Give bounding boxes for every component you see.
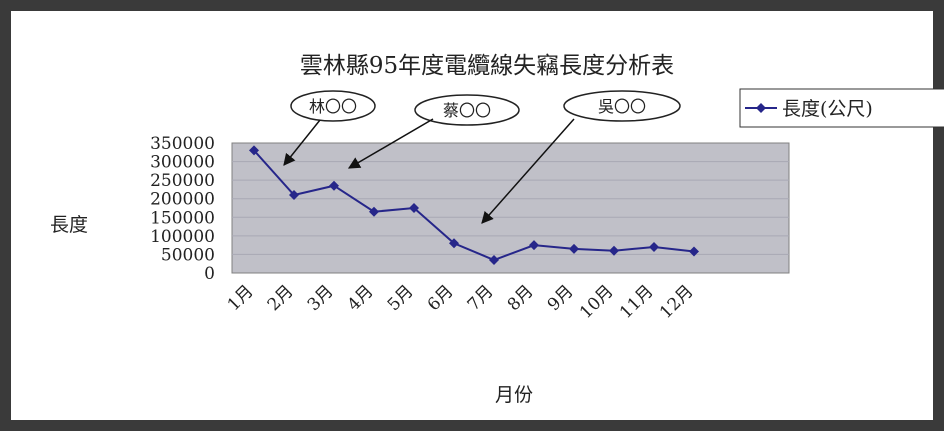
- x-tick-label: 10月: [576, 281, 617, 322]
- data-point: [609, 245, 619, 256]
- annotation-label: 吳〇〇: [598, 97, 646, 116]
- series-group: [249, 145, 699, 265]
- chart-title: 雲林縣95年度電纜線失竊長度分析表: [300, 53, 674, 79]
- x-tick-label: 9月: [544, 281, 578, 315]
- legend-marker: [756, 103, 766, 113]
- data-point: [249, 145, 259, 156]
- data-point: [529, 240, 539, 251]
- x-tick-label: 6月: [424, 281, 458, 315]
- line-chart: 雲林縣95年度電纜線失竊長度分析表 3500003000002500002000…: [50, 53, 944, 406]
- data-point: [649, 242, 659, 252]
- data-point: [369, 206, 379, 217]
- annotation-label: 林〇〇: [309, 97, 357, 116]
- x-tick-label: 8月: [504, 281, 538, 315]
- y-axis-label: 長度: [50, 214, 88, 236]
- annotation-bubble: [290, 90, 376, 122]
- data-point: [689, 246, 699, 257]
- y-tick-label: 100000: [150, 227, 215, 247]
- y-tick-label: 300000: [150, 153, 215, 173]
- data-point: [569, 243, 579, 254]
- annotation-bubble: [563, 90, 681, 122]
- y-tick-label: 150000: [150, 208, 215, 228]
- x-tick-label: 7月: [464, 281, 498, 315]
- x-tick-label: 5月: [384, 281, 418, 315]
- x-tick-label: 12月: [656, 281, 697, 322]
- data-point: [329, 180, 339, 191]
- x-tick-label: 4月: [344, 281, 378, 315]
- data-point: [489, 255, 499, 265]
- annotation-label: 蔡〇〇: [443, 101, 491, 120]
- series-line: [253, 149, 695, 262]
- x-tick-label: 11月: [616, 281, 657, 322]
- y-tick-label: 250000: [150, 171, 215, 191]
- x-tick-label: 3月: [304, 281, 338, 315]
- data-point: [289, 190, 299, 200]
- annotation-arrow: [283, 119, 321, 166]
- legend: 長度(公尺): [739, 88, 944, 128]
- data-point: [449, 238, 459, 249]
- x-tick-label: 2月: [264, 281, 298, 315]
- annotation-arrow: [481, 118, 575, 224]
- legend-label: 長度(公尺): [782, 98, 873, 120]
- x-axis-label: 月份: [495, 384, 533, 406]
- annotation-bubble: [414, 94, 520, 126]
- annotations: 林〇〇 蔡〇〇 吳〇〇: [283, 90, 681, 224]
- y-tick-label: 350000: [150, 134, 215, 154]
- annotation-arrow: [347, 118, 434, 169]
- y-tick-label: 0: [204, 264, 215, 284]
- y-tick-label: 200000: [150, 190, 215, 210]
- y-axis-ticks: 3500003000002500002000001500001000005000…: [150, 134, 215, 284]
- y-tick-label: 50000: [161, 245, 215, 265]
- data-point: [409, 203, 419, 213]
- x-tick-label: 1月: [224, 281, 258, 315]
